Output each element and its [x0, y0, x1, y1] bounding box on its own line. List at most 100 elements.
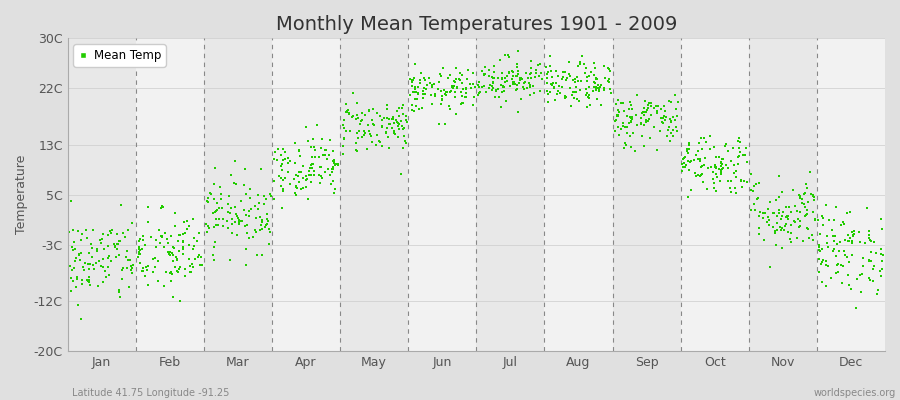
Point	[435, 93, 449, 100]
Point	[95, 236, 110, 242]
Point	[693, 158, 707, 164]
Point	[302, 172, 316, 178]
Point	[706, 176, 720, 182]
Point	[176, 239, 190, 245]
Point	[399, 117, 413, 124]
Point	[484, 74, 499, 80]
Point	[636, 122, 651, 128]
Point	[141, 204, 156, 211]
Point	[513, 75, 527, 81]
Point	[587, 84, 601, 90]
Point	[737, 177, 751, 184]
Point	[514, 96, 528, 102]
Point	[209, 216, 223, 223]
Point	[392, 122, 406, 129]
Point	[679, 162, 693, 169]
Point	[842, 238, 856, 244]
Point	[800, 207, 814, 213]
Point	[171, 232, 185, 238]
Point	[604, 90, 618, 97]
Point	[238, 246, 253, 253]
Point	[439, 89, 454, 96]
Point	[617, 140, 632, 146]
Point	[201, 194, 215, 201]
Point	[752, 225, 767, 231]
Point	[434, 73, 448, 79]
Point	[669, 106, 683, 112]
Point	[804, 190, 818, 197]
Point	[798, 190, 813, 196]
Point	[184, 261, 199, 268]
Point	[243, 186, 257, 192]
Point	[819, 258, 833, 264]
Point	[177, 230, 192, 236]
Point	[666, 133, 680, 139]
Point	[569, 88, 583, 95]
Point	[199, 220, 213, 227]
Point	[814, 212, 829, 219]
Point	[477, 72, 491, 78]
Point	[292, 179, 307, 185]
Point	[502, 69, 517, 76]
Point	[216, 222, 230, 229]
Point	[747, 200, 761, 207]
Point	[820, 240, 834, 246]
Point	[735, 152, 750, 158]
Point	[182, 223, 196, 229]
Point	[814, 279, 829, 285]
Point	[687, 157, 701, 163]
Point	[734, 138, 748, 145]
Point	[106, 240, 121, 247]
Point	[172, 264, 186, 270]
Point	[276, 146, 291, 152]
Point	[193, 262, 207, 268]
Point	[566, 76, 580, 83]
Point	[434, 88, 448, 94]
Point	[712, 154, 726, 160]
Point	[166, 244, 180, 250]
Point	[97, 268, 112, 274]
Point	[738, 152, 752, 159]
Point	[252, 200, 266, 206]
Point	[78, 226, 93, 233]
Point	[752, 180, 767, 187]
Point	[510, 82, 525, 88]
Point	[531, 62, 545, 68]
Point	[203, 191, 218, 197]
Point	[583, 68, 598, 75]
Point	[713, 178, 727, 184]
Point	[747, 183, 761, 189]
Point	[178, 273, 193, 279]
Point	[760, 214, 775, 220]
Point	[829, 269, 843, 276]
Point	[847, 231, 861, 237]
Point	[616, 120, 630, 126]
Point	[511, 70, 526, 77]
Point	[340, 108, 355, 115]
Point	[110, 230, 124, 237]
Point	[281, 169, 295, 176]
Point	[721, 148, 735, 154]
Point	[524, 75, 538, 82]
Point	[813, 248, 827, 254]
Point	[148, 244, 163, 250]
Point	[562, 59, 576, 65]
Point	[762, 217, 777, 224]
Point	[571, 78, 585, 84]
Point	[620, 113, 634, 119]
Point	[396, 110, 410, 117]
Point	[276, 185, 291, 192]
Point	[131, 246, 146, 252]
Point	[774, 216, 788, 222]
Point	[101, 264, 115, 270]
Point	[248, 227, 263, 233]
Point	[581, 73, 596, 80]
Point	[413, 76, 428, 83]
Point	[337, 135, 351, 141]
Point	[459, 94, 473, 100]
Point	[793, 195, 807, 202]
Point	[841, 210, 855, 216]
Point	[135, 237, 149, 244]
Point	[540, 71, 554, 78]
Point	[362, 108, 376, 114]
